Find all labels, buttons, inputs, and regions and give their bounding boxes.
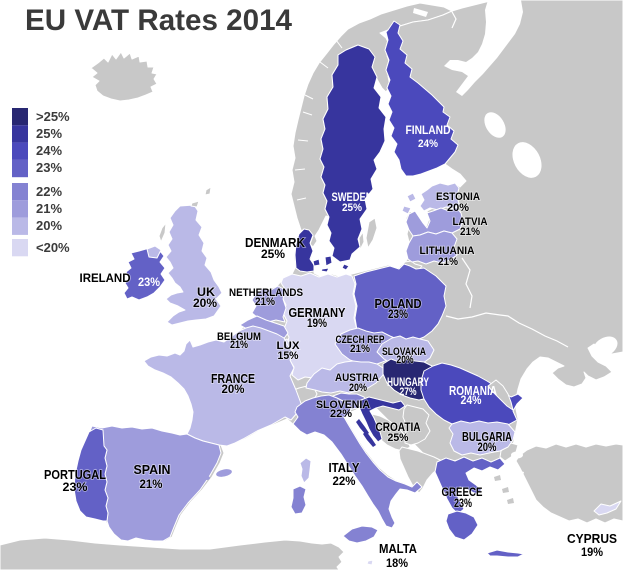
svg-text:21%: 21% (350, 343, 370, 355)
svg-text:23%: 23% (63, 480, 88, 494)
svg-text:DENMARK: DENMARK (245, 235, 306, 250)
svg-text:FRANCE: FRANCE (211, 371, 255, 386)
svg-text:22%: 22% (333, 474, 356, 488)
svg-text:24%: 24% (461, 393, 482, 407)
svg-text:HUNGARY: HUNGARY (387, 375, 429, 389)
svg-text:EU VAT Rates 2014: EU VAT Rates 2014 (25, 4, 292, 37)
svg-text:CZECH REP: CZECH REP (336, 334, 385, 346)
svg-text:20%: 20% (36, 218, 62, 233)
svg-text:UK: UK (197, 285, 215, 299)
svg-text:20%: 20% (447, 202, 469, 214)
svg-text:25%: 25% (342, 202, 362, 214)
svg-text:20%: 20% (349, 382, 367, 394)
svg-text:23%: 23% (36, 160, 62, 175)
svg-text:BULGARIA: BULGARIA (462, 429, 512, 444)
svg-text:20%: 20% (222, 382, 245, 396)
svg-text:CROATIA: CROATIA (376, 420, 421, 434)
svg-text:LUX: LUX (277, 340, 301, 352)
svg-text:20%: 20% (397, 354, 414, 366)
svg-text:21%: 21% (460, 226, 480, 238)
svg-text:20%: 20% (193, 296, 217, 310)
svg-text:20%: 20% (478, 440, 497, 454)
svg-text:24%: 24% (36, 143, 62, 158)
svg-text:POLAND: POLAND (375, 296, 422, 311)
svg-text:21%: 21% (438, 256, 458, 268)
svg-text:23%: 23% (388, 307, 408, 321)
svg-text:MALTA: MALTA (379, 541, 418, 556)
svg-text:ESTONIA: ESTONIA (436, 191, 480, 203)
svg-text:SLOVAKIA: SLOVAKIA (382, 346, 426, 358)
svg-text:25%: 25% (36, 126, 62, 141)
svg-text:SWEDEN: SWEDEN (332, 190, 373, 204)
svg-text:23%: 23% (138, 275, 160, 289)
svg-text:SLOVENIA: SLOVENIA (316, 399, 370, 411)
svg-text:22%: 22% (330, 408, 352, 420)
svg-text:24%: 24% (418, 138, 438, 150)
svg-text:GREECE: GREECE (442, 485, 483, 499)
svg-text:27%: 27% (400, 386, 417, 398)
svg-text:PORTUGAL: PORTUGAL (44, 467, 106, 482)
svg-text:19%: 19% (307, 316, 327, 330)
svg-text:21%: 21% (36, 201, 62, 216)
svg-text:23%: 23% (454, 496, 472, 510)
svg-text:IRELAND: IRELAND (80, 271, 131, 285)
svg-text:SPAIN: SPAIN (134, 462, 171, 477)
svg-text:25%: 25% (388, 432, 409, 444)
svg-text:21%: 21% (140, 477, 163, 491)
svg-text:CYPRUS: CYPRUS (567, 531, 617, 546)
svg-text:AUSTRIA: AUSTRIA (335, 372, 379, 384)
svg-text:NETHERLANDS: NETHERLANDS (229, 287, 303, 299)
svg-text:LITHUANIA: LITHUANIA (420, 245, 475, 257)
svg-text:21%: 21% (230, 339, 248, 351)
svg-text:<20%: <20% (36, 240, 70, 255)
svg-text:21%: 21% (255, 296, 275, 308)
svg-text:LATVIA: LATVIA (453, 216, 488, 228)
svg-text:22%: 22% (36, 184, 62, 199)
svg-text:25%: 25% (261, 247, 285, 261)
svg-text:>25%: >25% (36, 109, 70, 124)
svg-text:19%: 19% (581, 545, 603, 559)
svg-text:15%: 15% (278, 350, 299, 362)
svg-text:18%: 18% (386, 556, 408, 570)
svg-text:ROMANIA: ROMANIA (449, 383, 497, 398)
svg-text:GERMANY: GERMANY (289, 305, 346, 320)
svg-text:ITALY: ITALY (329, 460, 360, 475)
svg-text:BELGIUM: BELGIUM (217, 331, 261, 343)
svg-text:FINLAND: FINLAND (406, 123, 451, 137)
